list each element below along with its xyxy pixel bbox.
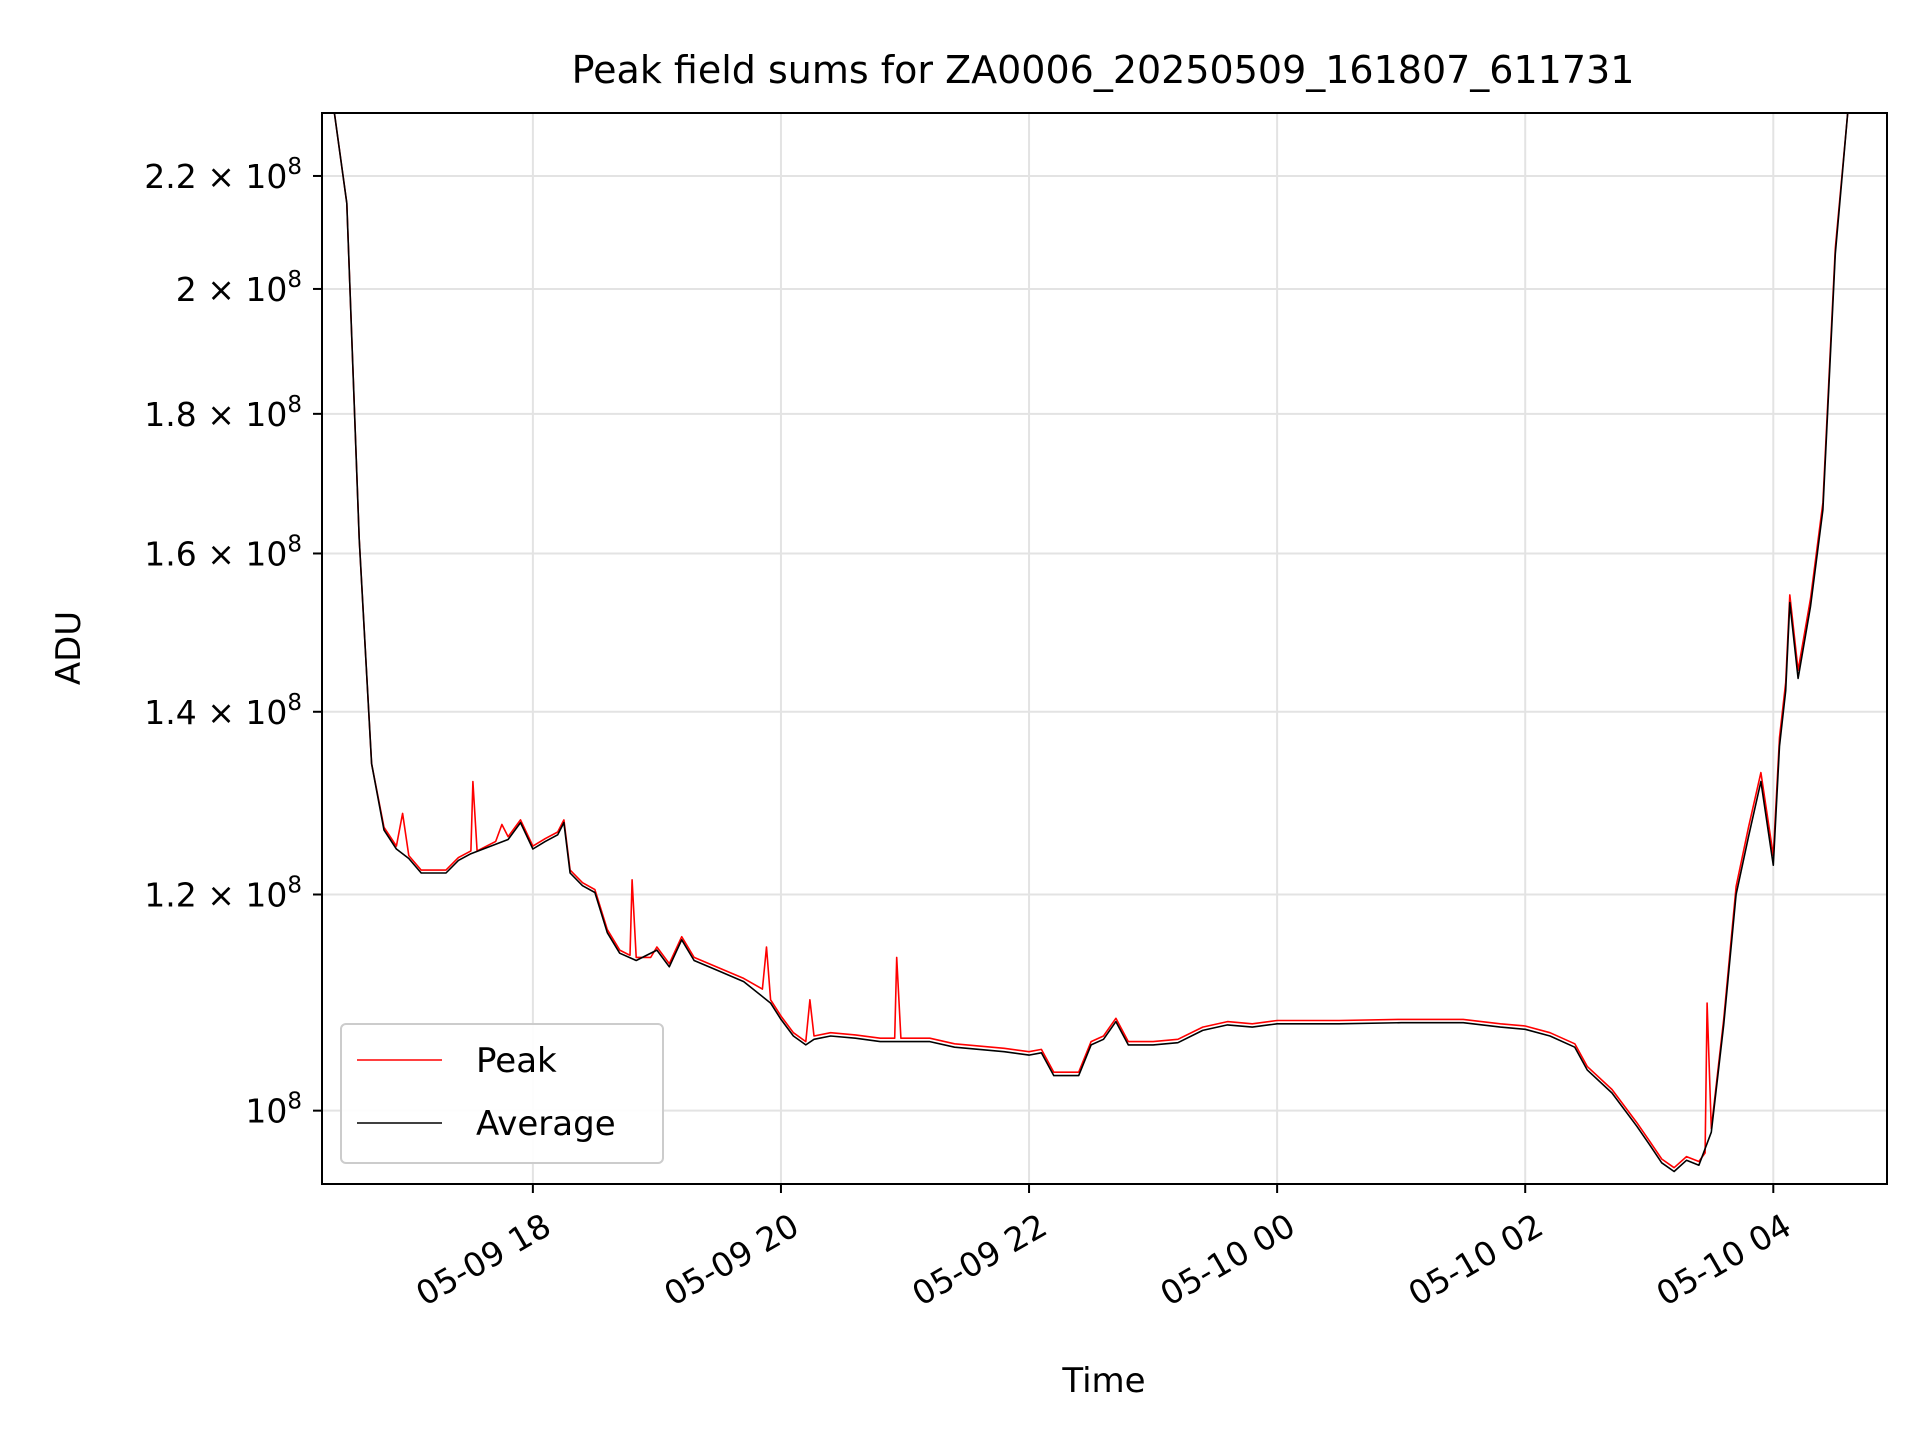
y-axis: 108 1.2 × 108 1.4 × 108 1.6 × 108 1.8 × 108 2…	[144, 154, 322, 1131]
y-tick-label: 1.2 × 108	[144, 873, 302, 915]
y-tick-label: 1.6 × 108	[144, 531, 302, 573]
series-layer	[333, 113, 1849, 1173]
plot-frame	[321, 112, 1888, 1185]
series-line-peak	[333, 113, 1849, 1169]
legend: Peak Average	[340, 1023, 664, 1164]
y-tick-label: 1.8 × 108	[144, 392, 302, 434]
y-tick-label: 2 × 108	[176, 267, 302, 309]
legend-box	[340, 1023, 664, 1164]
series-line-average	[333, 113, 1849, 1173]
x-axis-label: Time	[1061, 1361, 1145, 1401]
y-tick-label: 2.2 × 108	[144, 154, 302, 196]
legend-label-peak: Peak	[476, 1041, 557, 1081]
grid	[322, 113, 1887, 1184]
y-tick-label: 1.4 × 108	[144, 690, 302, 732]
legend-label-average: Average	[476, 1104, 616, 1144]
y-axis-label: ADU	[49, 611, 89, 685]
y-tick-label: 108	[245, 1089, 302, 1131]
chart-title: Peak field sums for ZA0006_20250509_1618…	[572, 48, 1635, 92]
